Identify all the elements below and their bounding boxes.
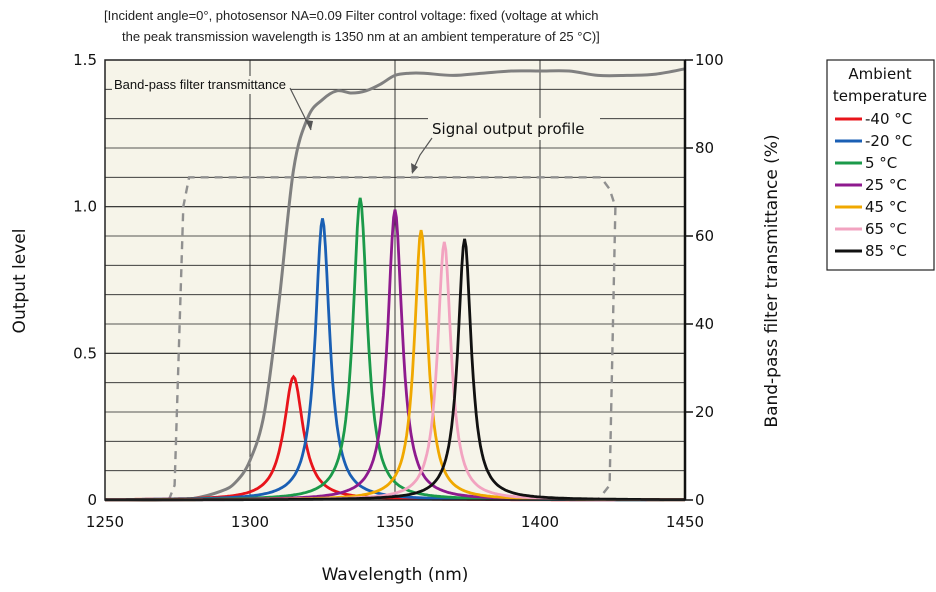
legend-label: 85 °C bbox=[865, 242, 907, 260]
x-tick-label: 1450 bbox=[666, 513, 704, 531]
filter-annotation-arrow bbox=[305, 120, 313, 130]
legend: Ambient temperature -40 °C -20 °C 5 °C 25 °… bbox=[826, 59, 935, 271]
profile-annotation-bg bbox=[428, 118, 600, 140]
legend-label: -20 °C bbox=[865, 132, 912, 150]
y-tick-label: 0 bbox=[87, 491, 97, 509]
x-tick-label: 1400 bbox=[521, 513, 559, 531]
legend-label: 45 °C bbox=[865, 198, 907, 216]
filter-annotation: Band-pass filter transmittance bbox=[114, 77, 286, 92]
y2-tick-label: 100 bbox=[695, 51, 724, 69]
filter-annotation-bg bbox=[112, 76, 290, 94]
transmittance-curve bbox=[104, 67, 686, 502]
x-tick-label: 1350 bbox=[376, 513, 414, 531]
y2-tick-label: 60 bbox=[695, 227, 714, 245]
y2-tick-label: 0 bbox=[695, 491, 705, 509]
legend-box bbox=[826, 59, 935, 271]
y2-axis-title: Band-pass filter transmittance (%) bbox=[762, 134, 782, 427]
y2-tick-label: 80 bbox=[695, 139, 714, 157]
legend-label: -40 °C bbox=[865, 110, 912, 128]
legend-items: -40 °C -20 °C 5 °C 25 °C 45 °C 65 °C 85 °C bbox=[835, 110, 912, 260]
x-axis-title: Wavelength (nm) bbox=[322, 565, 469, 585]
x-tick-label: 1300 bbox=[231, 513, 269, 531]
grid-lines bbox=[105, 59, 685, 501]
x-tick-label: 1250 bbox=[86, 513, 124, 531]
legend-label: 25 °C bbox=[865, 176, 907, 194]
x-tick-labels: 1250 1300 1350 1400 1450 bbox=[86, 513, 704, 531]
filter-annotation-leader bbox=[289, 87, 312, 131]
y2-tick-label: 20 bbox=[695, 403, 714, 421]
signal-output-profile bbox=[167, 176, 617, 501]
profile-annotation-arrow bbox=[411, 163, 418, 174]
condition-text-line-2: the peak transmission wavelength is 1350… bbox=[122, 29, 600, 44]
y2-tick-labels: 0 20 40 60 80 100 bbox=[695, 51, 724, 509]
y-tick-label: 1.0 bbox=[73, 198, 97, 216]
axis-ticks bbox=[685, 59, 693, 501]
legend-label: 65 °C bbox=[865, 220, 907, 238]
y-axis-title: Output level bbox=[10, 229, 30, 334]
y2-tick-label: 40 bbox=[695, 315, 714, 333]
condition-text-line-1: [Incident angle=0°, photosensor NA=0.09 … bbox=[104, 8, 598, 23]
profile-annotation: Signal output profile bbox=[432, 120, 584, 138]
legend-title-line-1: Ambient bbox=[848, 65, 911, 83]
y-tick-labels: 0 0.5 1.0 1.5 bbox=[73, 51, 97, 509]
legend-title-line-2: temperature bbox=[833, 87, 927, 105]
y-tick-label: 1.5 bbox=[73, 51, 97, 69]
y-tick-label: 0.5 bbox=[73, 344, 97, 362]
legend-label: 5 °C bbox=[865, 154, 897, 172]
